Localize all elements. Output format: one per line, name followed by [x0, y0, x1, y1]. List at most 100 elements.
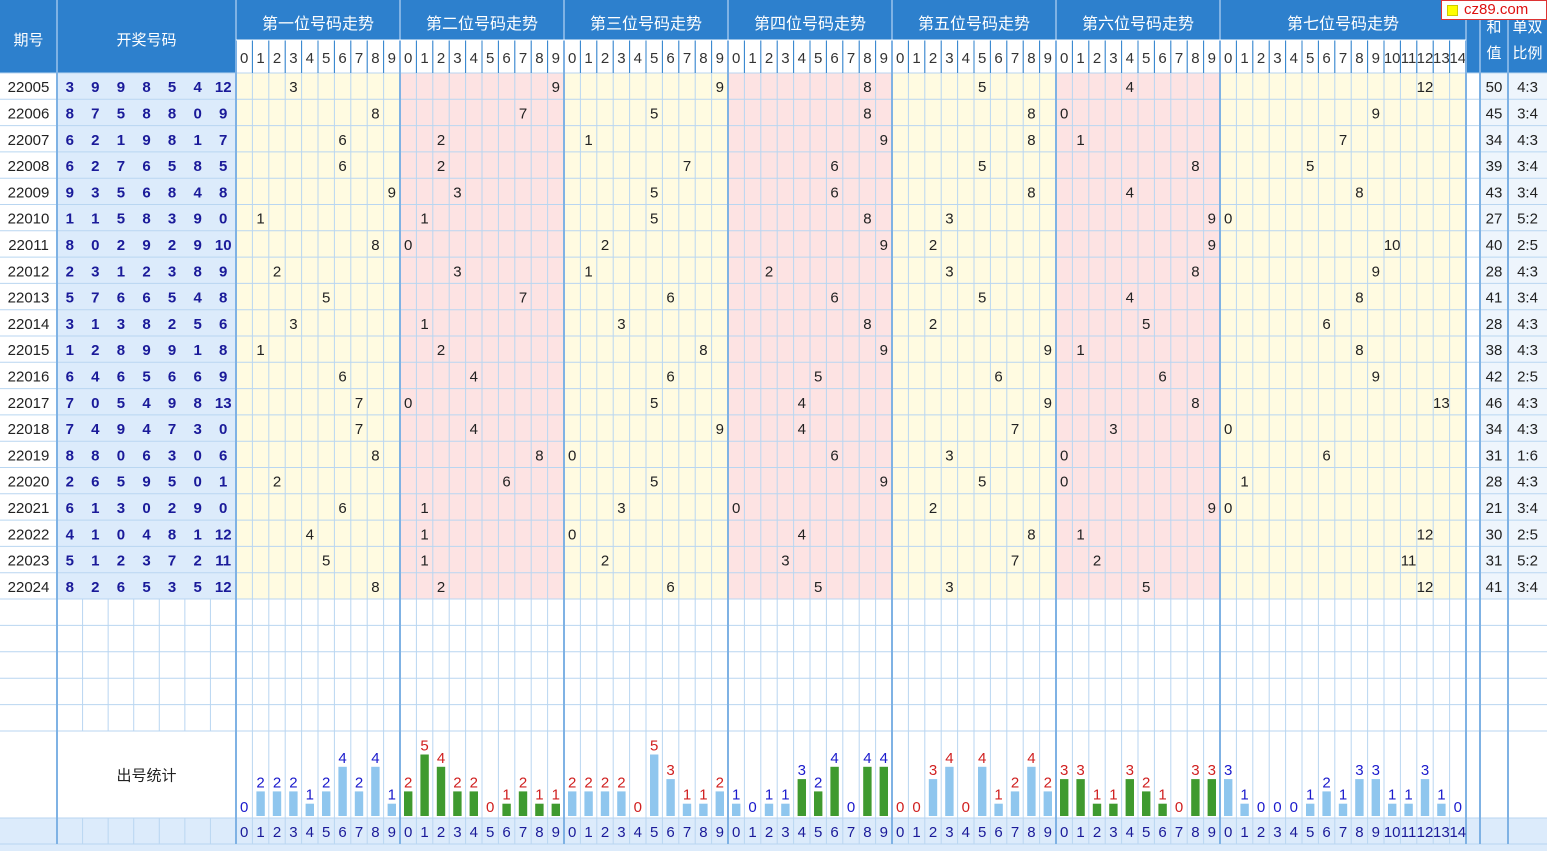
digit-header-label: 5 [650, 50, 658, 67]
frequency-bar [502, 803, 511, 816]
drawn-number: 6 [168, 368, 176, 385]
footer-digit-label: 2 [765, 824, 773, 841]
frequency-bar [764, 803, 774, 816]
drawn-number: 5 [117, 474, 125, 491]
footer-digit-label: 0 [896, 824, 904, 841]
trend-hit-number: 9 [716, 421, 724, 438]
drawn-number: 8 [168, 526, 176, 543]
footer-digit-label: 9 [388, 824, 396, 841]
trend-hit-number: 2 [929, 237, 937, 254]
period-cell: 22021 [8, 500, 50, 517]
trend-hit-number: 9 [1044, 395, 1052, 412]
ratio-cell: 1:6 [1517, 447, 1538, 464]
drawn-number: 5 [142, 579, 150, 596]
trend-hit-number: 3 [945, 211, 953, 228]
frequency-count: 4 [338, 750, 346, 767]
footer-digit-label: 4 [306, 824, 314, 841]
footer-digit-label: 2 [929, 824, 937, 841]
period-cell: 22020 [8, 474, 50, 491]
trend-hit-number: 4 [798, 526, 806, 543]
trend-hit-number: 9 [1208, 237, 1216, 254]
drawn-number: 9 [168, 342, 176, 359]
frequency-bar [568, 791, 577, 816]
frequency-count: 1 [1093, 787, 1101, 804]
drawn-number: 1 [117, 263, 125, 280]
drawn-number: 4 [91, 421, 100, 438]
trend-hit-number: 8 [1191, 263, 1199, 280]
digit-header-label: 3 [1109, 50, 1117, 67]
frequency-bar [272, 791, 282, 816]
trend-hit-number: 1 [584, 132, 592, 149]
drawn-number: 8 [66, 237, 74, 254]
sum-cell: 28 [1486, 474, 1503, 491]
frequency-bar [1158, 803, 1167, 816]
trend-hit-number: 8 [863, 211, 871, 228]
trend-hit-number: 5 [978, 79, 986, 96]
drawn-number: 2 [91, 158, 99, 175]
drawn-number: 6 [91, 474, 99, 491]
frequency-count: 2 [355, 774, 363, 791]
trend-hit-number: 1 [420, 500, 428, 517]
frequency-bar [1420, 779, 1430, 816]
drawn-number: 2 [193, 553, 201, 570]
footer-digit-label: 1 [912, 824, 920, 841]
drawn-number: 3 [142, 553, 150, 570]
footer-digit-label: 9 [880, 824, 888, 841]
footer-digit-label: 3 [617, 824, 625, 841]
drawn-number: 6 [117, 579, 125, 596]
digit-header-label: 14 [1449, 50, 1466, 67]
trend-hit-number: 5 [978, 290, 986, 307]
ratio-cell: 4:3 [1517, 395, 1538, 412]
drawn-number: 0 [219, 500, 227, 517]
footer-digit-label: 5 [1142, 824, 1150, 841]
digit-header-label: 3 [453, 50, 461, 67]
trend-hit-number: 3 [945, 447, 953, 464]
frequency-bar [322, 791, 331, 816]
trend-hit-number: 0 [1224, 421, 1232, 438]
drawn-number: 0 [219, 211, 227, 228]
digit-header-label: 7 [1011, 50, 1019, 67]
footer-digit-label: 9 [552, 824, 560, 841]
digit-header-label: 0 [240, 50, 248, 67]
period-cell: 22010 [8, 211, 50, 228]
trend-hit-number: 6 [666, 368, 674, 385]
footer-digit-label: 2 [437, 824, 445, 841]
digit-header-label: 2 [929, 50, 937, 67]
trend-hit-number: 0 [1224, 211, 1232, 228]
frequency-bar [453, 791, 462, 816]
drawn-number: 5 [117, 395, 125, 412]
trend-hit-number: 2 [601, 553, 609, 570]
trend-hit-number: 7 [1011, 553, 1019, 570]
drawn-number: 4 [142, 421, 151, 438]
frequency-bar [387, 803, 396, 816]
footer-digit-label: 7 [519, 824, 527, 841]
trend-hit-number: 9 [1372, 105, 1380, 122]
frequency-count: 1 [1240, 787, 1248, 804]
frequency-count: 3 [1372, 762, 1380, 779]
frequency-bar [1338, 803, 1348, 816]
trend-hit-number: 5 [322, 290, 330, 307]
digit-header-label: 2 [1257, 50, 1265, 67]
frequency-count: 2 [584, 774, 592, 791]
footer-digit-label: 8 [1191, 824, 1199, 841]
drawn-number: 0 [193, 474, 201, 491]
drawn-number: 7 [168, 421, 176, 438]
drawn-number: 9 [193, 211, 201, 228]
trend-hit-number: 4 [306, 526, 314, 543]
frequency-bar [305, 803, 314, 816]
frequency-bar [945, 766, 954, 816]
drawn-number: 3 [168, 263, 176, 280]
frequency-count: 2 [404, 774, 412, 791]
drawn-number: 1 [91, 316, 99, 333]
ratio-header-1: 单双 [1512, 19, 1542, 36]
frequency-count: 0 [1454, 799, 1462, 816]
frequency-bar [1043, 791, 1052, 816]
drawn-number: 1 [91, 500, 99, 517]
trend-hit-number: 11 [1401, 553, 1417, 570]
drawn-number: 8 [66, 105, 74, 122]
frequency-count: 3 [1208, 762, 1216, 779]
frequency-bar [354, 791, 364, 816]
frequency-count: 0 [634, 799, 642, 816]
site-logo[interactable]: cz89.com [1441, 0, 1547, 20]
